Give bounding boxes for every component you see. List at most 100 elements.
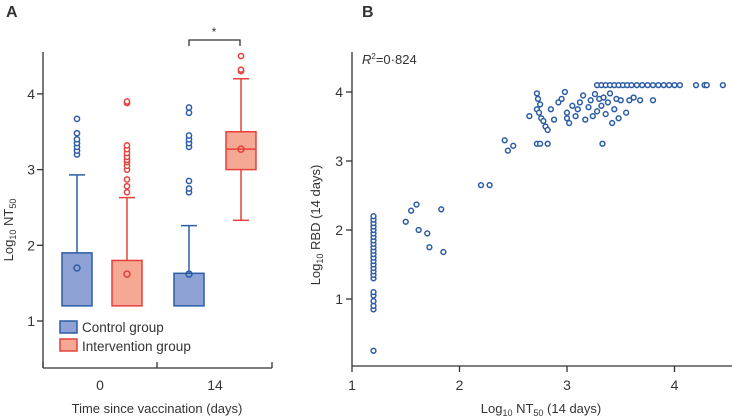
panel-label-b: B	[362, 4, 374, 21]
mean-marker	[123, 270, 131, 278]
scatter-point	[639, 81, 646, 89]
scatter-point	[533, 90, 541, 97]
outlier-point	[73, 129, 81, 137]
x-tick-label: 1	[348, 377, 356, 393]
scatter-point	[617, 97, 624, 104]
scatter-point	[622, 109, 630, 116]
scatter-point	[576, 99, 584, 106]
scatter-point	[582, 116, 589, 123]
box	[173, 272, 205, 307]
scatter-point	[591, 90, 599, 98]
mean-marker	[185, 270, 193, 278]
scatter-point	[504, 147, 512, 154]
scatter-point	[633, 81, 641, 89]
box-plot-panel: 1 2 3 4 0 14	[27, 52, 273, 393]
panel-a-y-label: Log10 NT50	[1, 199, 18, 262]
x-tick-label: 14	[207, 377, 223, 393]
legend-label-intervention: Intervention group	[82, 339, 191, 354]
scatter-point	[550, 116, 558, 123]
scatter-point	[370, 297, 377, 305]
scatter-point	[561, 88, 568, 96]
mean-marker	[73, 264, 81, 272]
scatter-point	[579, 92, 587, 99]
y-tick-label: 4	[335, 84, 343, 100]
y-tick-label: 1	[335, 291, 343, 307]
scatter-point	[547, 106, 555, 113]
scatter-point	[486, 182, 493, 189]
scatter-point	[407, 207, 415, 214]
outlier-point	[73, 135, 81, 143]
scatter-point	[604, 99, 611, 106]
scatter-point	[574, 106, 581, 113]
scatter-point	[598, 102, 605, 109]
scatter-point	[402, 218, 409, 225]
scatter-point	[424, 230, 431, 237]
y-tick-label: 3	[27, 162, 35, 178]
x-tick-label: 0	[96, 377, 104, 393]
panel-a-x-label: Time since vaccination (days)	[72, 401, 243, 416]
scatter-point	[544, 126, 551, 134]
y-tick-label: 3	[335, 153, 343, 169]
scatter-point	[370, 213, 377, 220]
scatter-point	[600, 94, 607, 101]
box	[61, 252, 93, 307]
scatter-point	[566, 119, 573, 127]
scatter-point	[558, 95, 565, 103]
scatter-point	[563, 115, 571, 122]
scatter-point	[593, 108, 601, 115]
scatter-point	[569, 102, 576, 109]
scatter-point	[630, 94, 637, 101]
outlier-point	[123, 98, 131, 105]
x-tick-label: 4	[671, 377, 679, 393]
scatter-point	[671, 81, 678, 89]
box	[111, 259, 143, 307]
outlier-point	[123, 182, 131, 190]
scatter-panel: 1 2 3 4 1 2 3 4	[335, 52, 732, 393]
scatter-point	[438, 206, 445, 213]
scatter-point	[655, 81, 662, 89]
box	[225, 131, 257, 171]
scatter-point	[606, 90, 614, 97]
scatter-point	[536, 140, 544, 147]
y-tick-label: 2	[27, 237, 35, 253]
panel-b-x-label: Log10 NT50 (14 days)	[481, 401, 602, 418]
scatter-point	[649, 97, 657, 104]
significance-marker: *	[212, 25, 217, 39]
scatter-point	[370, 288, 377, 296]
scatter-point	[692, 81, 700, 89]
scatter-point	[585, 104, 592, 111]
r-squared-annotation: R2=0·824	[362, 52, 417, 67]
outlier-point	[185, 109, 193, 117]
scatter-point	[676, 81, 684, 89]
scatter-point	[615, 115, 622, 122]
scatter-point	[611, 106, 618, 113]
outlier-point	[237, 52, 245, 60]
scatter-point	[563, 109, 571, 116]
x-tick-label: 3	[563, 377, 571, 393]
scatter-point	[628, 81, 635, 89]
scatter-point	[636, 97, 644, 104]
outlier-point	[123, 142, 131, 149]
outlier-point	[237, 66, 245, 74]
scatter-point	[703, 81, 710, 89]
scatter-point	[544, 140, 551, 147]
scatter-point	[599, 140, 606, 147]
outlier-point	[123, 176, 131, 183]
y-tick-label: 1	[27, 313, 35, 329]
scatter-point	[440, 248, 447, 256]
scatter-point	[609, 119, 616, 127]
scatter-point	[572, 113, 579, 120]
scatter-point	[587, 97, 594, 104]
scatter-point	[589, 113, 596, 120]
scatter-point	[602, 110, 609, 118]
scatter-point	[644, 81, 651, 89]
x-tick-label: 2	[456, 377, 464, 393]
legend-swatch-intervention	[59, 338, 78, 352]
scatter-point	[370, 347, 377, 354]
outlier-point	[185, 104, 193, 111]
outlier-point	[185, 177, 193, 185]
legend-swatch-control	[59, 320, 78, 334]
panel-b-y-label: Log10 RBD (14 days)	[308, 165, 325, 286]
legend-label-control: Control group	[82, 320, 164, 335]
